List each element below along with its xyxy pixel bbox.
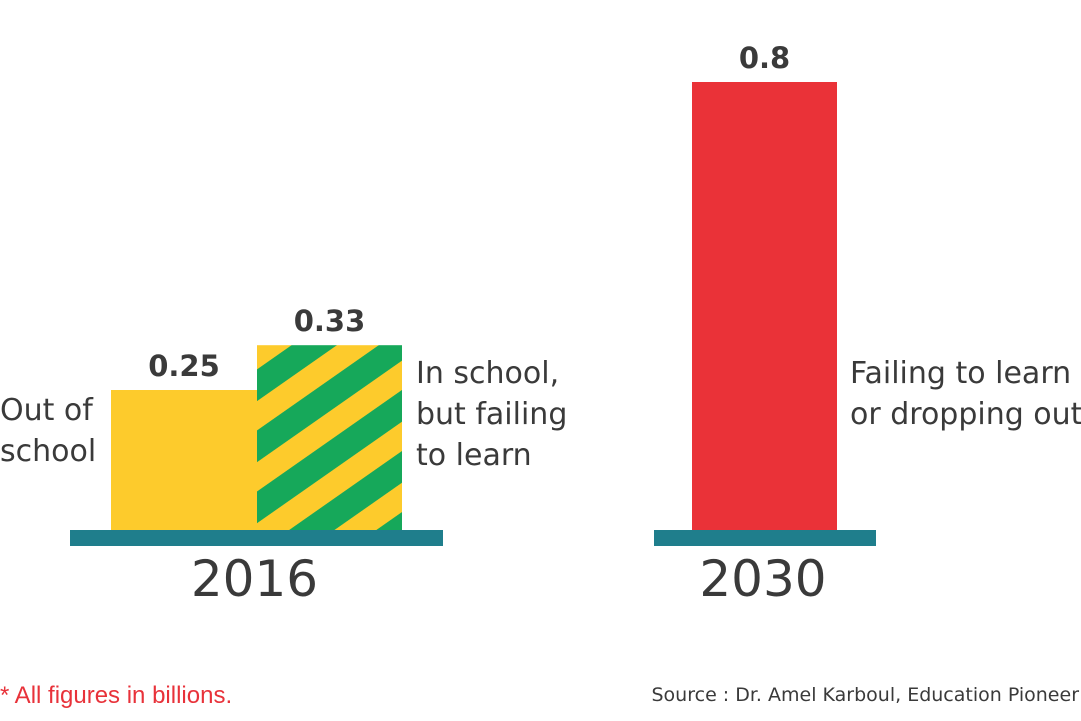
baseline (654, 530, 876, 546)
bar-annotation: or dropping out (850, 397, 1081, 432)
source-credit: Source : Dr. Amel Karboul, Education Pio… (651, 684, 1080, 706)
category-label: 2016 (191, 550, 318, 608)
footnote: * All figures in billions. (0, 682, 233, 709)
bar-annotation: to learn (416, 438, 532, 473)
bar-annotation: Out of (0, 393, 94, 428)
bar-annotation: Failing to learn (850, 356, 1071, 391)
bar-2030-1 (692, 82, 837, 530)
category-label: 2030 (699, 550, 826, 608)
bar-annotation: but failing (416, 397, 567, 432)
data-label: 0.25 (148, 349, 220, 383)
bar-annotation: In school, (416, 356, 559, 391)
bar-annotation: school (0, 434, 96, 469)
baseline (70, 530, 443, 546)
bar-2016-1 (111, 390, 257, 530)
bar-2016-2 (257, 345, 402, 530)
data-label: 0.8 (739, 41, 790, 75)
data-label: 0.33 (294, 304, 366, 338)
